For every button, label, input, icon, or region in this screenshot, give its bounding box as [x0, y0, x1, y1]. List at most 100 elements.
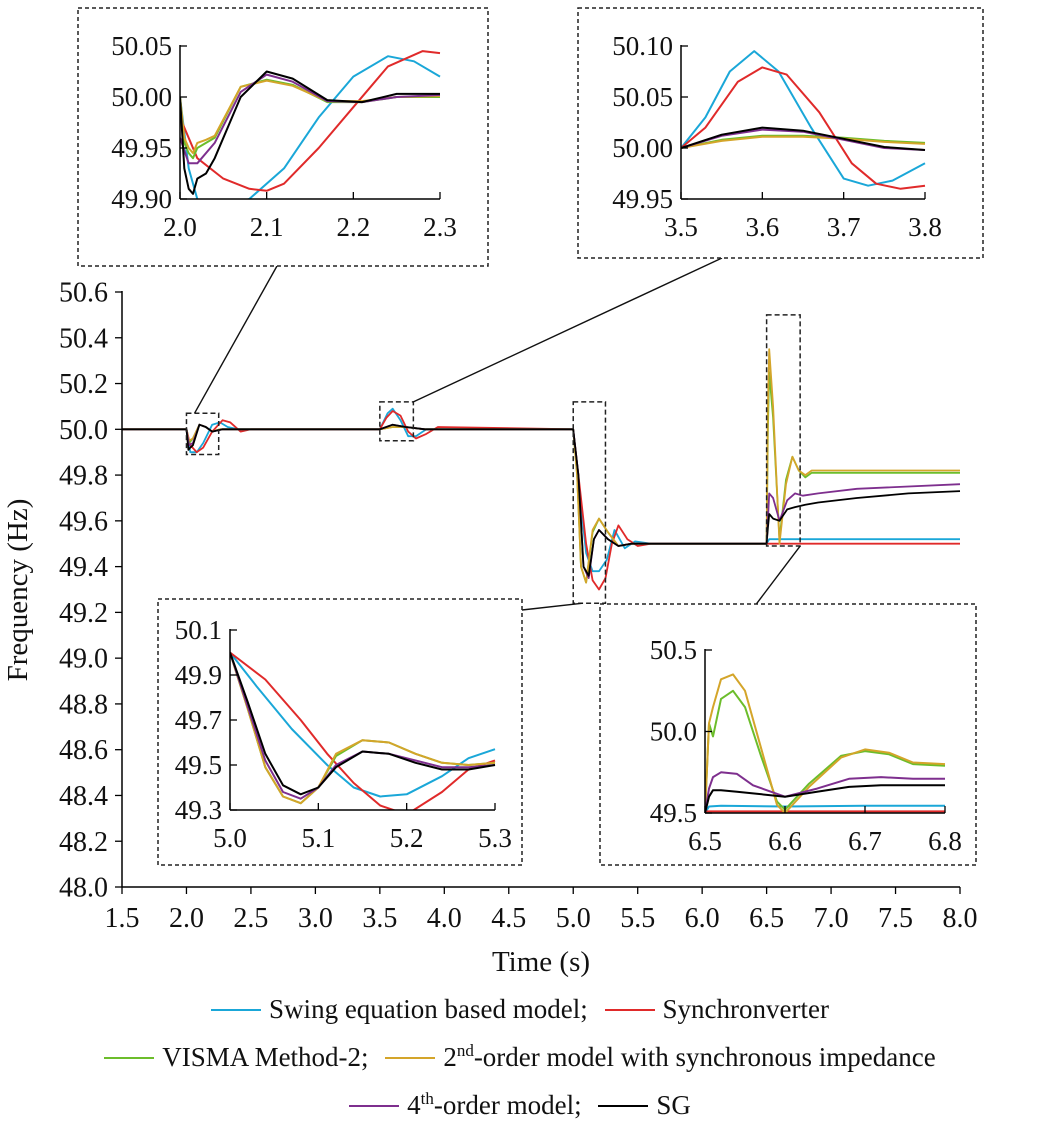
legend-row-3: 4th-order model; SG	[0, 1084, 1040, 1119]
x-tick-label-inset-1-3: 2.3	[423, 212, 457, 242]
y-tick-label-main-1: 48.2	[59, 827, 108, 858]
chart-inset-2: 3.5 3.6 3.7 3.8 49.95 50.00 50.05 50.10	[577, 7, 984, 259]
x-tick-label-inset-1-2: 2.2	[336, 212, 370, 242]
y-tick-label-inset-4-0: 49.5	[650, 798, 697, 828]
series-line-inset-1-1	[180, 50, 441, 192]
chart-inset-4: 6.5 6.6 6.7 6.8 49.5 50.0 50.5	[599, 603, 977, 866]
y-axis-label: Frequency (Hz)	[2, 499, 34, 682]
y-tick-label-main-12: 50.4	[59, 323, 108, 354]
y-tick-label-main-13: 50.6	[59, 278, 108, 309]
y-tick-label-inset-2-2: 50.05	[612, 82, 673, 112]
y-tick-label-main-10: 50.0	[59, 415, 108, 446]
x-tick-label-main-2: 2.5	[233, 903, 268, 934]
inset-frame-inset-2	[577, 7, 984, 259]
y-tick-label-inset-4-1: 50.0	[650, 717, 697, 747]
y-tick-label-inset-1-0: 49.90	[111, 184, 172, 214]
x-tick-label-inset-3-0: 5.0	[213, 823, 247, 853]
legend-label-visma: VISMA Method-2;	[162, 1041, 369, 1072]
y-tick-label-main-2: 48.4	[59, 781, 108, 812]
series-line-inset-2-3	[681, 135, 926, 149]
series-line-inset-4-4	[705, 771, 945, 813]
x-tick-label-main-3: 3.0	[298, 903, 333, 934]
x-tick-label-inset-4-2: 6.7	[848, 826, 882, 856]
x-tick-label-main-4: 3.5	[362, 903, 397, 934]
zoom-box-3	[572, 401, 607, 604]
legend-swatch-visma	[104, 1057, 155, 1059]
series-line-inset-4-3	[705, 673, 946, 813]
legend-label-4th-order: 4th-order model;	[407, 1088, 582, 1120]
legend-label-synchronverter: Synchronverter	[662, 993, 829, 1024]
series-line-inset-1-5	[180, 70, 440, 195]
chart-inset-1: 2.0 2.1 2.2 2.3 49.90 49.95 50.00 50.05	[77, 7, 489, 267]
y-tick-label-inset-1-1: 49.95	[111, 133, 172, 163]
y-tick-label-main-0: 48.0	[59, 873, 108, 904]
chart-inset-3: 5.0 5.1 5.2 5.3 49.3 49.5 49.7 49.9 50.1	[157, 598, 523, 866]
inset-frame-inset-3	[157, 598, 523, 866]
legend-item-synchronverter: Synchronverter	[604, 993, 829, 1024]
legend-row-1: Swing equation based model; Synchronvert…	[0, 988, 1040, 1023]
series-line-inset-2-5	[681, 126, 926, 151]
x-tick-label-inset-1-1: 2.1	[250, 212, 284, 242]
x-tick-label-inset-3-2: 5.2	[390, 823, 424, 853]
x-tick-label-main-11: 7.0	[814, 903, 849, 934]
inset-frame-inset-4	[599, 603, 977, 866]
x-tick-label-inset-3-3: 5.3	[478, 823, 512, 853]
series-line-inset-2-0	[681, 50, 926, 187]
y-tick-label-inset-3-4: 50.1	[175, 615, 222, 645]
x-tick-label-main-9: 6.0	[685, 903, 720, 934]
y-tick-label-main-7: 49.4	[59, 552, 108, 583]
x-tick-label-inset-2-0: 3.5	[664, 212, 698, 242]
x-tick-label-inset-4-1: 6.6	[768, 826, 802, 856]
legend-label-swing: Swing equation based model;	[269, 993, 588, 1024]
y-tick-label-inset-4-2: 50.5	[650, 635, 697, 665]
x-tick-label-inset-1-0: 2.0	[163, 212, 197, 242]
legend-swatch-2nd-order	[385, 1057, 436, 1059]
zoom-box-2	[379, 401, 415, 442]
x-tick-label-main-12: 7.5	[878, 903, 913, 934]
y-tick-label-inset-1-2: 50.00	[111, 82, 172, 112]
x-tick-label-main-10: 6.5	[749, 903, 784, 934]
inset-frame-inset-1	[77, 7, 489, 267]
x-tick-label-main-13: 8.0	[943, 903, 978, 934]
legend-item-sg: SG	[598, 1091, 691, 1119]
x-tick-label-main-6: 4.5	[491, 903, 526, 934]
series-line-inset-2-1	[681, 66, 926, 190]
legend-item-swing: Swing equation based model;	[211, 993, 588, 1024]
legend-label-2nd-order: 2nd-order model with synchronous impedan…	[443, 1040, 936, 1072]
series-line-inset-4-5	[705, 784, 945, 813]
zoom-box-1	[185, 412, 220, 456]
y-tick-label-inset-3-2: 49.7	[175, 705, 222, 735]
y-tick-label-main-6: 49.2	[59, 598, 108, 629]
x-tick-label-main-7: 5.0	[556, 903, 591, 934]
x-tick-label-main-1: 2.0	[169, 903, 204, 934]
series-line-main-0	[122, 407, 960, 573]
y-tick-label-inset-3-0: 49.3	[175, 795, 222, 825]
legend-swatch-swing	[211, 1009, 262, 1011]
y-tick-label-inset-2-0: 49.95	[612, 184, 673, 214]
y-tick-label-inset-2-3: 50.10	[612, 31, 673, 61]
x-tick-label-inset-2-3: 3.8	[908, 212, 942, 242]
x-tick-label-inset-2-1: 3.6	[745, 212, 779, 242]
y-tick-label-main-8: 49.6	[59, 506, 108, 537]
series-line-inset-3-4	[230, 652, 496, 800]
x-tick-label-inset-4-3: 6.8	[928, 826, 962, 856]
x-axis-label: Time (s)	[492, 946, 590, 978]
x-tick-label-main-5: 4.0	[427, 903, 462, 934]
y-tick-label-main-3: 48.6	[59, 735, 108, 766]
legend-item-4th-order: 4th-order model;	[349, 1088, 582, 1120]
series-line-inset-4-0	[705, 804, 945, 813]
chart-main: 1.5 2.0 2.5 3.0 3.5 4.0 4.5 5.0 5.5 6.0 6.5 7.0 7.5 8…	[2, 278, 978, 978]
y-tick-label-main-9: 49.8	[59, 461, 108, 492]
y-tick-label-main-4: 48.8	[59, 689, 108, 720]
series-line-inset-3-1	[230, 651, 496, 810]
y-tick-label-inset-1-3: 50.05	[111, 31, 172, 61]
zoom-box-2-leader-line	[413, 257, 723, 403]
zoom-box-1-leader-line	[193, 265, 278, 414]
zoom-box-4	[765, 314, 801, 547]
y-tick-label-main-11: 50.2	[59, 369, 108, 400]
series-line-inset-3-3	[230, 652, 496, 805]
x-tick-label-inset-3-1: 5.1	[301, 823, 335, 853]
zoom-box-3-leader-line	[521, 602, 583, 611]
x-tick-label-main-8: 5.5	[620, 903, 655, 934]
